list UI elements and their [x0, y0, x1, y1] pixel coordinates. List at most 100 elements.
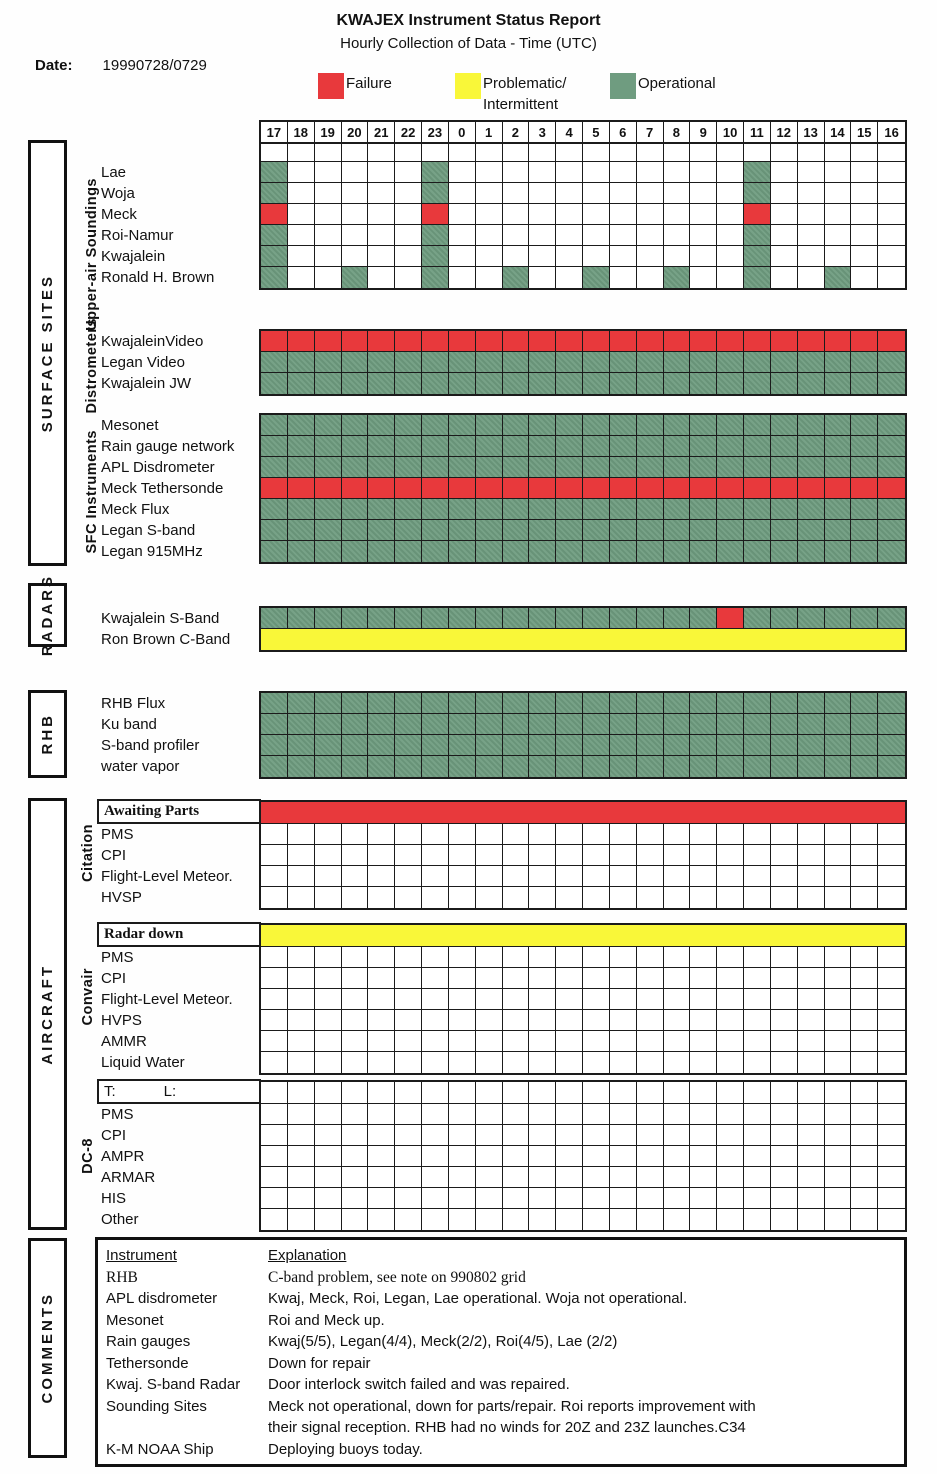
group-label-convair: Convair: [80, 968, 96, 1026]
status-cell: [798, 1031, 825, 1051]
status-cell: [529, 183, 557, 203]
status-cell: [717, 1052, 744, 1073]
status-cell: [878, 144, 905, 161]
status-cell: [422, 1167, 449, 1187]
status-cell-operational: [797, 693, 825, 713]
status-cell: [449, 1052, 476, 1073]
row-label: water vapor: [101, 758, 180, 775]
status-cell: [583, 225, 610, 245]
status-cell-operational: [422, 608, 449, 628]
status-cell: [288, 1146, 315, 1166]
status-cell: [798, 144, 825, 161]
status-cell: [771, 1082, 798, 1103]
group-label-dc8: DC-8: [80, 1137, 96, 1174]
status-row: [261, 1146, 905, 1167]
date-row: Date: 19990728/0729: [35, 57, 207, 74]
status-cell: [342, 1125, 369, 1145]
status-cell-operational: [395, 608, 422, 628]
row-label: Roi-Namur: [101, 227, 174, 244]
rhb-status-grid: [259, 691, 907, 779]
status-cell-operational: [314, 373, 342, 394]
status-cell-operational: [797, 735, 825, 755]
status-cell-operational: [851, 520, 879, 540]
status-cell-operational: [261, 608, 288, 628]
status-cell-operational: [314, 693, 342, 713]
status-cell: [825, 866, 852, 886]
status-cell-operational: [529, 457, 557, 477]
status-cell-operational: [744, 541, 771, 562]
status-cell-operational: [475, 693, 503, 713]
status-cell-failure: [341, 478, 369, 498]
status-cell: [610, 824, 637, 844]
status-cell: [798, 204, 825, 224]
status-cell: [529, 866, 557, 886]
status-cell: [798, 1010, 825, 1030]
hour-label: 12: [771, 122, 798, 142]
status-cell-operational: [314, 436, 342, 456]
status-cell-operational: [636, 415, 664, 435]
status-cell-operational: [314, 352, 342, 372]
status-row: [261, 887, 905, 908]
status-cell: [637, 845, 664, 865]
status-cell: [315, 1125, 342, 1145]
status-cell: [664, 162, 691, 182]
status-cell-operational: [556, 693, 583, 713]
status-cell: [503, 1082, 530, 1103]
status-cell: [744, 845, 771, 865]
hour-label: 9: [690, 122, 718, 142]
status-cell-operational: [261, 183, 288, 203]
status-cell: [261, 1104, 288, 1124]
status-cell: [315, 989, 342, 1009]
status-cell: [690, 989, 718, 1009]
status-cell-operational: [770, 436, 798, 456]
status-row: [261, 1125, 905, 1146]
status-cell: [503, 1167, 530, 1187]
status-cell: [664, 1125, 691, 1145]
status-cell: [717, 824, 744, 844]
status-cell: [556, 1031, 583, 1051]
status-cell: [342, 947, 369, 967]
note-box: Awaiting Parts: [97, 799, 261, 824]
section-label: AIRCRAFT: [39, 963, 56, 1065]
status-cell: [288, 267, 315, 288]
status-cell: [368, 1010, 396, 1030]
status-cell-operational: [609, 352, 637, 372]
status-cell: [422, 1146, 449, 1166]
status-cell-operational: [395, 499, 422, 519]
status-cell: [717, 1188, 744, 1208]
status-cell-operational: [502, 520, 530, 540]
status-cell: [771, 246, 798, 266]
status-cell-operational: [824, 520, 852, 540]
status-cell: [717, 866, 744, 886]
status-cell: [476, 1188, 503, 1208]
hour-label: 13: [798, 122, 825, 142]
status-cell: [610, 1209, 637, 1230]
status-cell-operational: [475, 714, 503, 734]
status-cell: [798, 1209, 825, 1230]
status-cell-operational: [529, 436, 557, 456]
takeoff-label: T:: [104, 1083, 116, 1100]
status-cell-operational: [502, 756, 530, 777]
comment-instrument: Tethersonde: [106, 1354, 189, 1372]
status-cell: [583, 1146, 610, 1166]
row-label: APL Disdrometer: [101, 459, 215, 476]
status-cell-operational: [744, 714, 771, 734]
status-cell-operational: [261, 352, 288, 372]
status-cell-operational: [529, 520, 557, 540]
status-cell: [368, 225, 396, 245]
status-cell-operational: [690, 608, 718, 628]
status-cell: [556, 887, 583, 908]
legend-item-failure: Failure: [318, 73, 392, 99]
status-cell-operational: [287, 714, 315, 734]
comment-row: Tethersonde Down for repair: [106, 1353, 896, 1375]
status-cell: [610, 267, 637, 288]
status-cell: [583, 1082, 610, 1103]
status-cell-operational: [422, 541, 449, 562]
status-cell: [395, 845, 422, 865]
status-cell-operational: [663, 520, 691, 540]
status-cell-operational: [878, 735, 905, 755]
status-cell: [744, 887, 771, 908]
comment-instrument: APL disdrometer: [106, 1290, 218, 1307]
status-cell-operational: [261, 693, 288, 713]
status-cell-operational: [448, 608, 476, 628]
